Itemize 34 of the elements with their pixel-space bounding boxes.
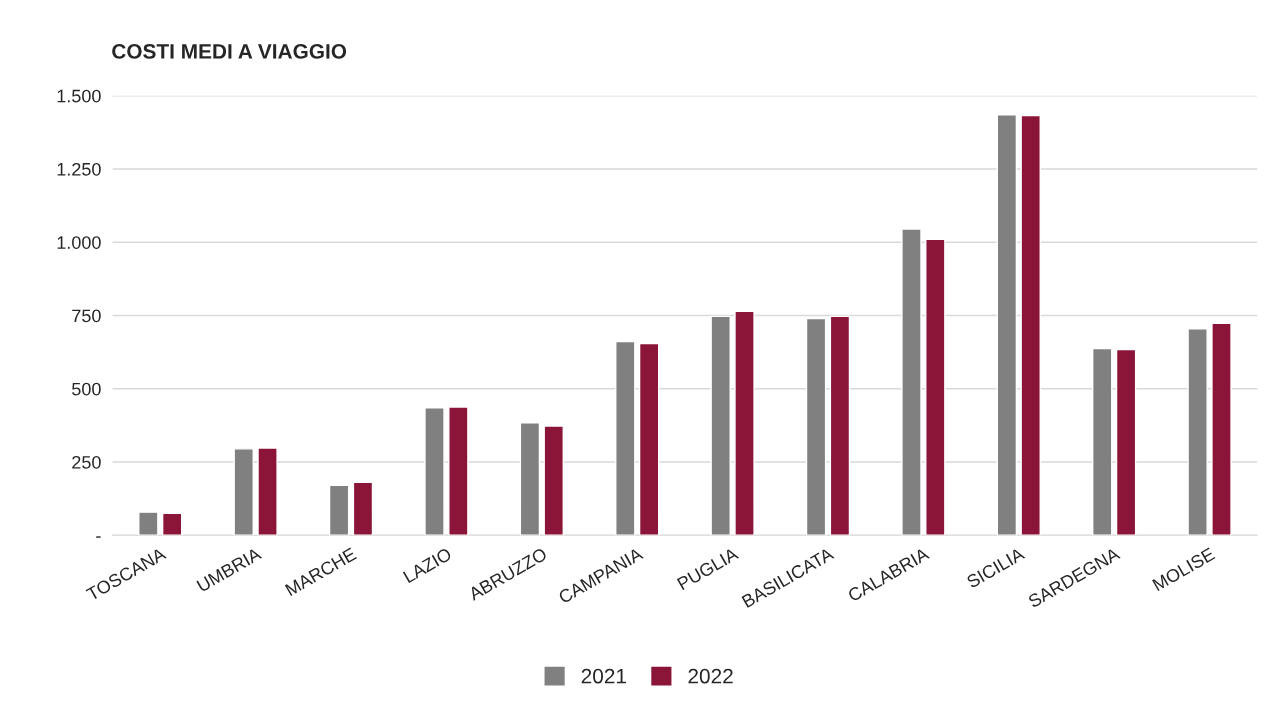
bar	[257, 447, 278, 536]
bar	[829, 315, 851, 536]
chart-title: COSTI MEDI A VIAGGIO	[112, 44, 347, 59]
y-tick-label: 500	[72, 382, 101, 396]
bar	[328, 484, 350, 536]
bar	[424, 407, 445, 536]
bar	[543, 425, 564, 536]
bar	[734, 310, 755, 536]
legend-label: 2021	[581, 668, 626, 684]
y-tick-label: 1.500	[57, 89, 101, 103]
bar	[1020, 114, 1041, 536]
legend-label: 2022	[688, 668, 733, 684]
bar	[1211, 322, 1232, 536]
bar	[138, 511, 159, 536]
bar	[615, 340, 636, 536]
bar	[448, 406, 469, 536]
bar	[638, 342, 660, 536]
bar	[925, 238, 946, 536]
y-tick-label: 1.000	[57, 236, 101, 249]
bar	[1187, 327, 1208, 536]
bar	[996, 114, 1018, 536]
y-tick-label: 750	[72, 309, 101, 323]
y-tick-label: 1.250	[57, 162, 101, 176]
bar	[710, 315, 731, 536]
bar	[233, 448, 254, 536]
bar	[1092, 347, 1113, 536]
y-tick-label: -	[96, 536, 101, 538]
bar	[1115, 348, 1137, 536]
bar	[805, 317, 827, 536]
bar	[352, 481, 374, 536]
bar	[519, 422, 541, 536]
bar	[161, 512, 183, 536]
bar	[901, 228, 922, 536]
y-tick-label: 250	[72, 455, 101, 469]
